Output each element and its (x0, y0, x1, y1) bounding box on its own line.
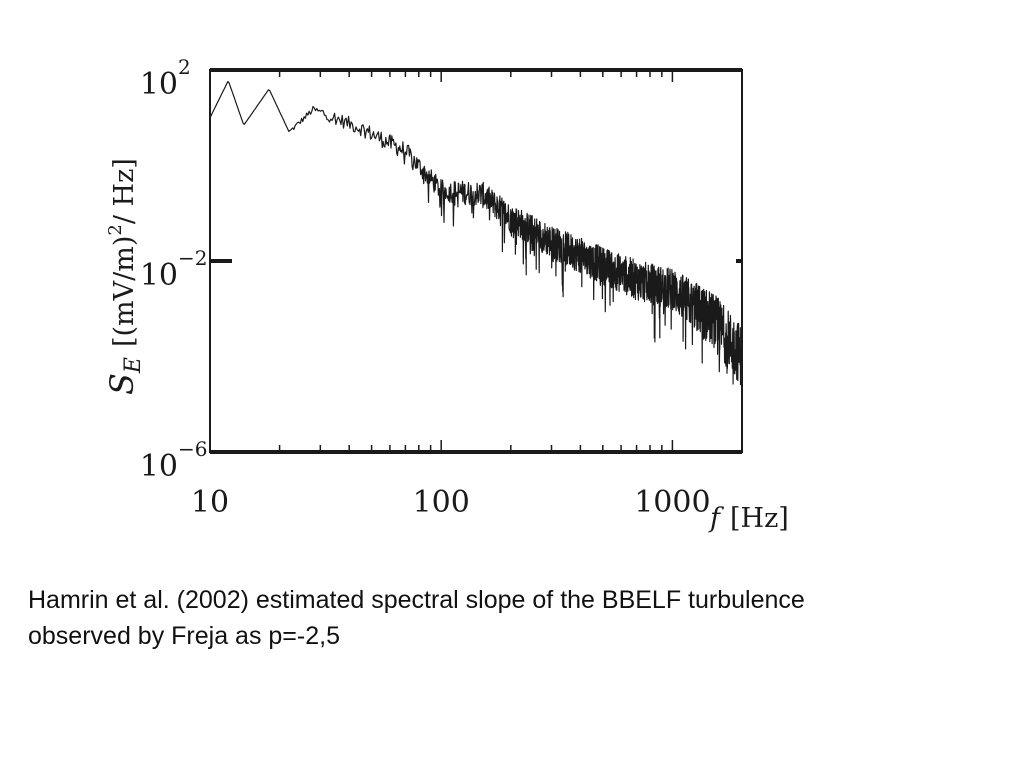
x-tick-label: 1000 (634, 485, 710, 520)
x-tick-label: 100 (413, 485, 470, 520)
y-tick-label: 10 (140, 67, 178, 102)
plot-border (209, 69, 743, 453)
y-axis-label-symbol: S (103, 373, 141, 395)
spectrum-series (209, 81, 743, 386)
x-axis-label: f [Hz] (708, 503, 789, 534)
spectrum-chart: 10 100 1000 10 2 10 −2 10 −6 SE[(mV/m)2/ Hz] f [H… (103, 55, 789, 534)
caption-line-1: Hamrin et al. (2002) estimated spectral … (28, 586, 805, 614)
caption-line-2: observed by Freja as p=-2,5 (28, 622, 340, 650)
spectrum-line (209, 81, 743, 386)
y-axis-label-unit-post: / Hz] (109, 158, 140, 224)
x-axis-label-symbol: f (708, 503, 724, 534)
axis-ticks (209, 68, 743, 454)
plot-frame (209, 68, 743, 454)
y-axis-label-subscript: E (121, 357, 146, 374)
x-axis-label-unit: [Hz] (730, 503, 789, 534)
y-axis-label-unit-sup: 2 (105, 224, 126, 235)
y-tick-label-exponent: −6 (178, 437, 207, 461)
slide-caption: Hamrin et al. (2002) estimated spectral … (28, 582, 1018, 654)
y-tick-label-exponent: 2 (178, 55, 191, 79)
y-tick-label: 10 (140, 449, 178, 484)
y-axis-label-unit-pre: [(mV/m) (109, 236, 140, 347)
y-axis-label: SE [(mV/m)2/ Hz] (103, 158, 146, 395)
y-tick-label: 10 (140, 258, 178, 293)
x-tick-label: 10 (191, 485, 229, 520)
y-tick-label-exponent: −2 (178, 246, 207, 270)
